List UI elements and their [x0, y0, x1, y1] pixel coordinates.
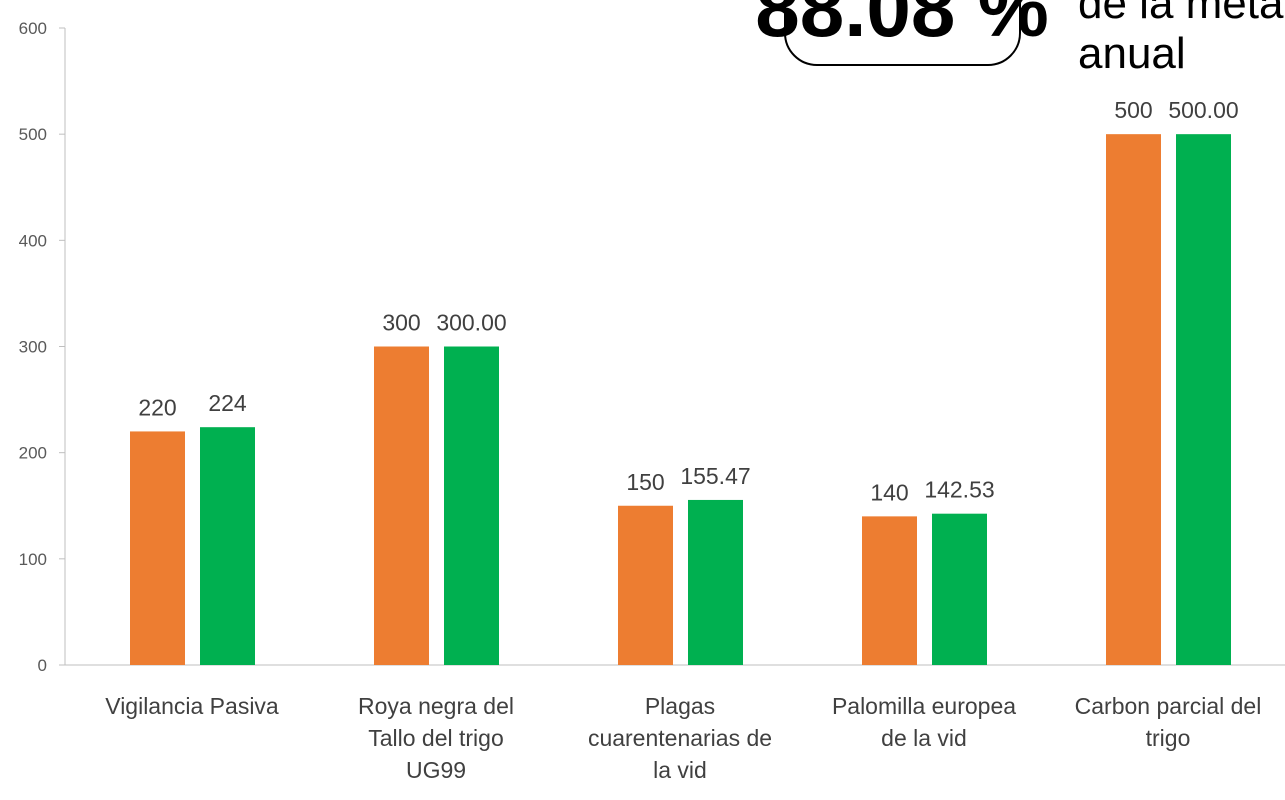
bar — [374, 346, 429, 665]
y-tick-label: 0 — [38, 656, 47, 675]
y-tick-label: 400 — [19, 231, 47, 250]
bar — [1176, 134, 1231, 665]
data-label: 150 — [626, 469, 664, 495]
x-tick-label: Vigilancia Pasiva — [105, 693, 279, 719]
data-label: 300 — [382, 310, 420, 336]
x-tick-label: Carbon parcial del trigo — [1074, 693, 1262, 751]
y-tick-label: 600 — [19, 19, 47, 38]
x-tick-label: Palomilla europea de la vid — [831, 693, 1017, 751]
annotation: de la meta — [1078, 0, 1284, 28]
data-label: 500.00 — [1168, 97, 1238, 123]
y-tick-label: 200 — [19, 444, 47, 463]
x-tick-label: Roya negra del Tallo del trigo UG99 — [358, 693, 514, 783]
bar — [130, 431, 185, 665]
bar — [444, 346, 499, 665]
bar — [618, 505, 673, 665]
data-label: 155.47 — [680, 463, 750, 489]
x-tick-label: Plagas cuarentenarias de la vid — [587, 693, 773, 783]
bar — [1106, 134, 1161, 665]
bar — [200, 427, 255, 665]
y-tick-label: 300 — [19, 338, 47, 357]
data-label: 300.00 — [436, 310, 506, 336]
data-label: 500 — [1114, 97, 1152, 123]
data-label: 142.53 — [924, 477, 994, 503]
data-label: 224 — [208, 390, 247, 416]
data-label: 140 — [870, 479, 908, 505]
bar — [932, 513, 987, 665]
data-label: 220 — [138, 394, 176, 420]
y-tick-label: 500 — [19, 125, 47, 144]
annotation-box — [784, 0, 1021, 66]
annotation: 88.08 % — [755, 0, 1049, 53]
y-tick-label: 100 — [19, 550, 47, 569]
bar — [862, 516, 917, 665]
annotation: anual — [1078, 29, 1186, 78]
bar — [688, 499, 743, 665]
